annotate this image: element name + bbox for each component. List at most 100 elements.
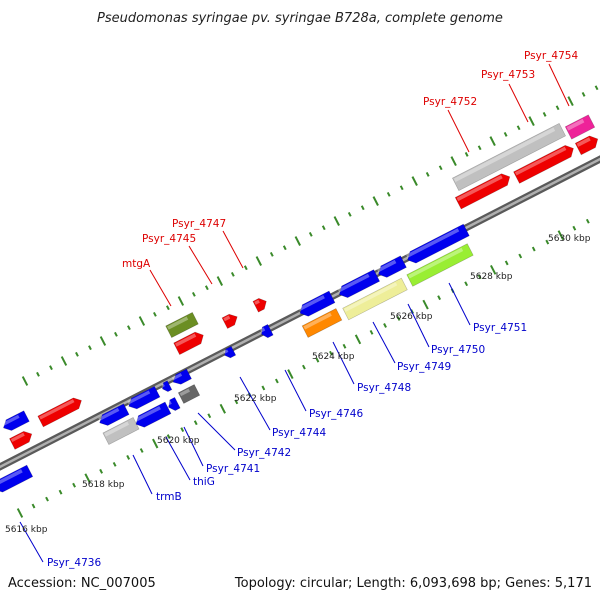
gene-small-b[interactable] <box>170 368 192 387</box>
gene-small-a[interactable] <box>160 380 173 394</box>
gene-label-psyr-4749[interactable]: Psyr_4749 <box>397 361 451 373</box>
gene-psyr-4750[interactable] <box>376 255 407 280</box>
tick-mark-inner <box>287 369 294 379</box>
forward-gene-labels: mtgA Psyr_4745 Psyr_4747 Psyr_4752 Psyr_… <box>122 50 578 270</box>
gene-psyr-4736[interactable] <box>0 464 34 495</box>
gene-reverse-b[interactable] <box>126 385 161 411</box>
tick-mark-outer <box>216 276 224 286</box>
tick-mark-outer <box>204 285 209 291</box>
tick-mark-outer <box>21 376 29 386</box>
tick-mark-outer <box>386 191 391 197</box>
gene-label-psyr-4742[interactable]: Psyr_4742 <box>237 447 291 459</box>
gene-psyr-4754-red[interactable] <box>574 133 600 156</box>
tick-mark-inner <box>234 399 239 405</box>
tick-mark-inner <box>112 461 117 467</box>
tick-mark-inner <box>45 496 49 502</box>
kbp-label-5628: 5628 kbp <box>470 272 513 282</box>
gene-label-psyr-4754[interactable]: Psyr_4754 <box>524 50 578 62</box>
leader-psyr-4747 <box>222 230 244 269</box>
tick-mark-outer <box>555 105 560 111</box>
tick-mark-inner <box>518 253 523 259</box>
tick-mark-outer <box>88 345 92 351</box>
gene-mtga[interactable] <box>173 329 207 356</box>
gene-label-psyr-4741[interactable]: Psyr_4741 <box>206 463 260 475</box>
tick-mark-inner <box>99 468 104 474</box>
gene-psyr-4747[interactable] <box>252 296 269 313</box>
gene-label-psyr-4752[interactable]: Psyr_4752 <box>423 96 477 108</box>
gene-psyr-4748[interactable] <box>301 308 343 338</box>
gene-label-psyr-4753[interactable]: Psyr_4753 <box>481 69 535 81</box>
gene-psyr-4754[interactable] <box>564 114 596 140</box>
gene-label-psyr-4747[interactable]: Psyr_4747 <box>172 218 226 230</box>
gene-psyr-4751[interactable] <box>406 243 474 287</box>
tick-mark-inner <box>219 403 226 414</box>
gene-label-psyr-4748[interactable]: Psyr_4748 <box>357 382 411 394</box>
gene-label-psyr-4750[interactable]: Psyr_4750 <box>431 344 485 356</box>
tick-mark-outer <box>138 316 146 326</box>
tick-mark-inner <box>84 473 91 484</box>
gene-psyr-4751-blue[interactable] <box>405 223 470 266</box>
tick-mark-outer <box>542 112 547 117</box>
tick-mark-inner <box>72 482 76 488</box>
gene-features <box>0 114 600 495</box>
gene-psyr-4741[interactable] <box>177 384 201 404</box>
accession-text: Accession: NC_007005 <box>8 576 156 591</box>
tick-mark-inner <box>437 295 442 301</box>
gene-psyr-4744[interactable] <box>259 323 274 339</box>
gene-label-psyr-4736[interactable]: Psyr_4736 <box>47 557 101 569</box>
tick-mark-outer <box>49 365 53 371</box>
gene-trmb-gray[interactable] <box>102 417 140 445</box>
gene-label-trmb[interactable]: trmB <box>156 491 182 503</box>
tick-mark-outer <box>99 336 107 346</box>
tick-mark-inner <box>180 427 185 433</box>
tick-mark-inner <box>126 455 131 460</box>
leader-psyr-4742 <box>197 412 236 451</box>
tick-mark-inner <box>58 489 63 495</box>
leader-thig <box>165 436 191 481</box>
map-title: Pseudomonas syringae pv. syringae B728a,… <box>97 11 503 26</box>
tick-mark-outer <box>60 356 68 366</box>
gene-psyr-4749[interactable] <box>336 269 381 301</box>
gene-forward-b[interactable] <box>9 429 34 450</box>
gene-psyr-4745[interactable] <box>221 311 240 329</box>
gene-psyr-4753[interactable] <box>513 143 577 184</box>
gene-psyr-4752[interactable] <box>452 122 566 192</box>
gene-trmb[interactable] <box>133 401 172 430</box>
gene-label-mtga[interactable]: mtgA <box>122 258 151 270</box>
gene-psyr-4746[interactable] <box>297 290 336 319</box>
gene-reverse-a[interactable] <box>97 403 130 428</box>
tick-mark-outer <box>153 311 157 317</box>
gene-forward-a[interactable] <box>37 395 84 428</box>
tick-mark-inner <box>342 343 347 349</box>
leader-psyr-4752 <box>447 109 470 153</box>
tick-mark-outer <box>177 296 185 306</box>
tick-mark-outer <box>282 245 287 251</box>
label-leaders <box>19 63 570 563</box>
tick-mark-inner <box>383 323 387 328</box>
leader-psyr-4745 <box>188 245 213 285</box>
kbp-label-5626: 5626 kbp <box>390 312 433 322</box>
kbp-label-5616: 5616 kbp <box>5 525 48 535</box>
gene-label-thig[interactable]: thiG <box>193 476 215 488</box>
gene-label-psyr-4745[interactable]: Psyr_4745 <box>142 233 196 245</box>
gene-label-psyr-4751[interactable]: Psyr_4751 <box>473 322 527 334</box>
tick-mark-outer <box>75 351 79 357</box>
tick-mark-outer <box>581 92 586 97</box>
leader-psyr-4744 <box>239 376 271 431</box>
gene-psyr-4749-khaki[interactable] <box>342 277 408 321</box>
gene-label-psyr-4746[interactable]: Psyr_4746 <box>309 408 363 420</box>
gene-mtga-olive[interactable] <box>165 311 199 339</box>
tick-mark-outer <box>127 325 131 331</box>
gene-label-psyr-4744[interactable]: Psyr_4744 <box>272 427 326 439</box>
tick-mark-outer <box>360 205 365 211</box>
gene-thig[interactable] <box>166 396 181 412</box>
gene-psyr-4736-left[interactable] <box>1 410 30 434</box>
tick-mark-outer <box>333 216 340 226</box>
tick-mark-inner <box>274 378 279 384</box>
tick-mark-outer <box>528 116 535 126</box>
tick-mark-inner <box>557 230 564 241</box>
gene-psyr-4752-red[interactable] <box>454 171 513 210</box>
gene-psyr-4742[interactable] <box>222 345 237 359</box>
leader-psyr-4753 <box>508 83 529 123</box>
